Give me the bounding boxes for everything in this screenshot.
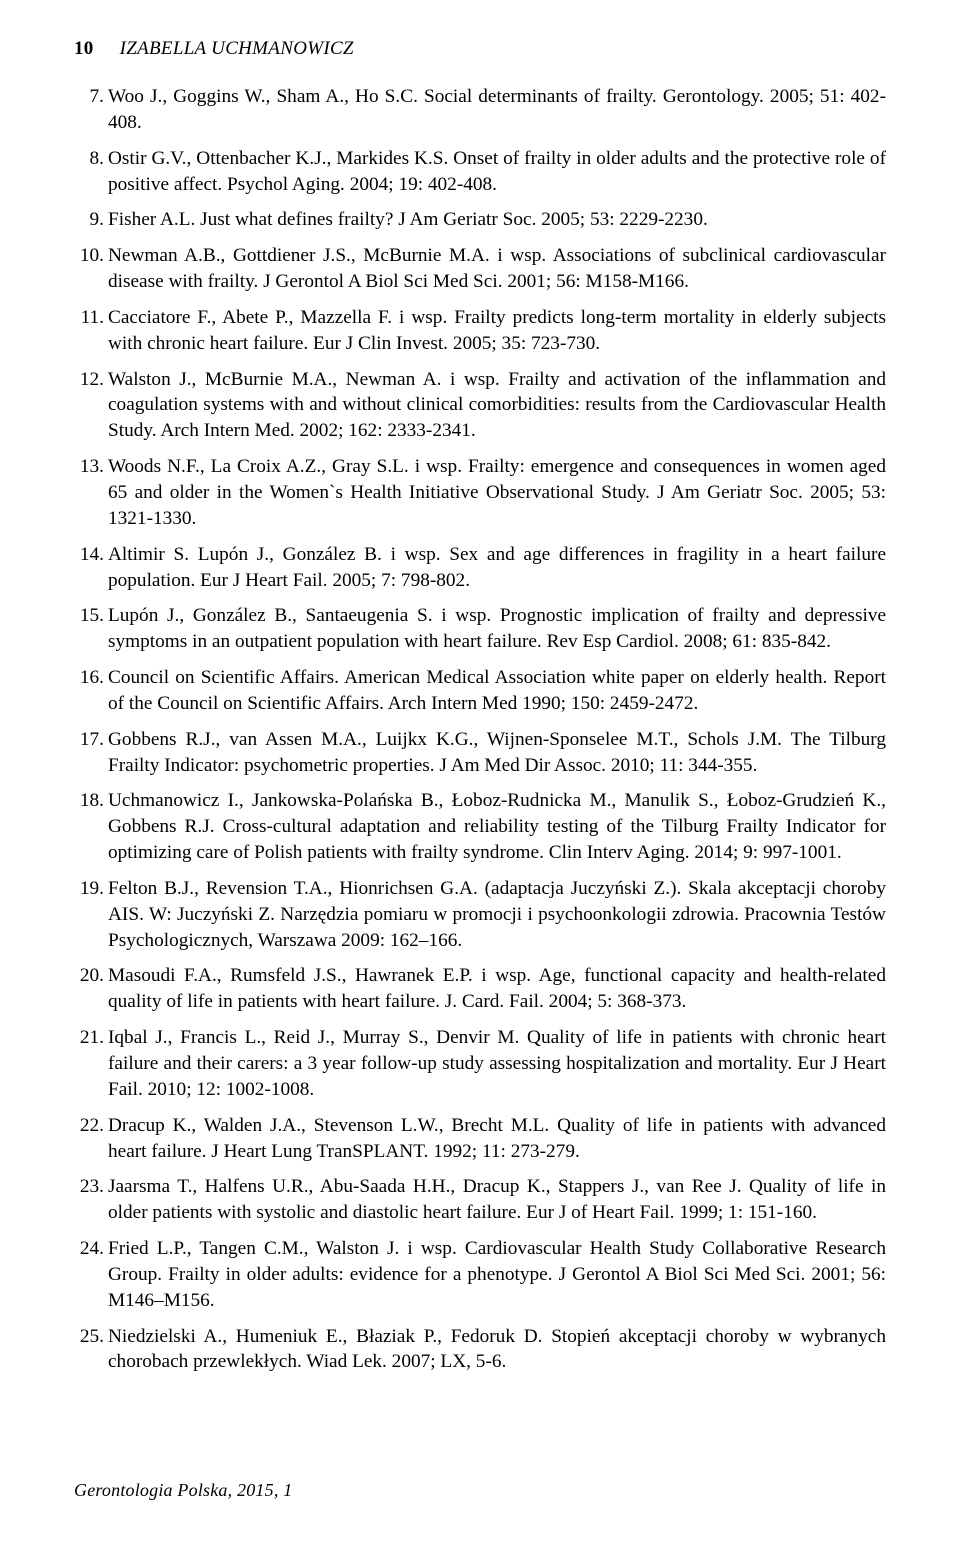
running-head-author: IZABELLA UCHMANOWICZ: [120, 38, 354, 60]
reference-number: 24.: [74, 1236, 104, 1262]
reference-text: Ostir G.V., Ottenbacher K.J., Markides K…: [108, 148, 886, 195]
reference-number: 8.: [74, 146, 104, 172]
reference-text: Masoudi F.A., Rumsfeld J.S., Hawranek E.…: [108, 965, 886, 1012]
reference-item: 10.Newman A.B., Gottdiener J.S., McBurni…: [108, 243, 886, 295]
reference-item: 19.Felton B.J., Revension T.A., Hionrich…: [108, 876, 886, 954]
reference-item: 24.Fried L.P., Tangen C.M., Walston J. i…: [108, 1236, 886, 1314]
reference-text: Jaarsma T., Halfens U.R., Abu-Saada H.H.…: [108, 1176, 886, 1223]
reference-number: 25.: [74, 1324, 104, 1350]
page: 10 IZABELLA UCHMANOWICZ 7.Woo J., Goggin…: [0, 0, 960, 1543]
reference-number: 18.: [74, 788, 104, 814]
reference-text: Felton B.J., Revension T.A., Hionrichsen…: [108, 878, 886, 951]
reference-text: Altimir S. Lupón J., González B. i wsp. …: [108, 544, 886, 591]
reference-number: 12.: [74, 367, 104, 393]
reference-number: 20.: [74, 963, 104, 989]
reference-number: 23.: [74, 1174, 104, 1200]
reference-number: 17.: [74, 727, 104, 753]
reference-text: Newman A.B., Gottdiener J.S., McBurnie M…: [108, 245, 886, 292]
reference-text: Gobbens R.J., van Assen M.A., Luijkx K.G…: [108, 729, 886, 776]
reference-item: 16.Council on Scientific Affairs. Americ…: [108, 665, 886, 717]
reference-text: Niedzielski A., Humeniuk E., Błaziak P.,…: [108, 1326, 886, 1373]
reference-text: Fried L.P., Tangen C.M., Walston J. i ws…: [108, 1238, 886, 1311]
reference-text: Iqbal J., Francis L., Reid J., Murray S.…: [108, 1027, 886, 1100]
reference-number: 10.: [74, 243, 104, 269]
reference-item: 7.Woo J., Goggins W., Sham A., Ho S.C. S…: [108, 84, 886, 136]
reference-item: 14.Altimir S. Lupón J., González B. i ws…: [108, 542, 886, 594]
reference-number: 9.: [74, 207, 104, 233]
reference-number: 19.: [74, 876, 104, 902]
reference-item: 25.Niedzielski A., Humeniuk E., Błaziak …: [108, 1324, 886, 1376]
reference-list: 7.Woo J., Goggins W., Sham A., Ho S.C. S…: [74, 84, 886, 1375]
reference-item: 8.Ostir G.V., Ottenbacher K.J., Markides…: [108, 146, 886, 198]
page-number: 10: [74, 38, 94, 60]
reference-text: Council on Scientific Affairs. American …: [108, 667, 886, 714]
reference-item: 22.Dracup K., Walden J.A., Stevenson L.W…: [108, 1113, 886, 1165]
reference-item: 12.Walston J., McBurnie M.A., Newman A. …: [108, 367, 886, 445]
running-head: 10 IZABELLA UCHMANOWICZ: [74, 38, 886, 60]
reference-text: Fisher A.L. Just what defines frailty? J…: [108, 209, 708, 230]
footer-journal: Gerontologia Polska, 2015, 1: [74, 1480, 292, 1501]
reference-text: Cacciatore F., Abete P., Mazzella F. i w…: [108, 307, 886, 354]
reference-number: 14.: [74, 542, 104, 568]
reference-item: 11.Cacciatore F., Abete P., Mazzella F. …: [108, 305, 886, 357]
reference-number: 21.: [74, 1025, 104, 1051]
reference-number: 22.: [74, 1113, 104, 1139]
reference-text: Woods N.F., La Croix A.Z., Gray S.L. i w…: [108, 456, 886, 529]
reference-item: 18.Uchmanowicz I., Jankowska-Polańska B.…: [108, 788, 886, 866]
reference-item: 13.Woods N.F., La Croix A.Z., Gray S.L. …: [108, 454, 886, 532]
reference-text: Uchmanowicz I., Jankowska-Polańska B., Ł…: [108, 790, 886, 863]
reference-item: 9.Fisher A.L. Just what defines frailty?…: [108, 207, 886, 233]
reference-number: 16.: [74, 665, 104, 691]
reference-number: 13.: [74, 454, 104, 480]
reference-item: 15.Lupón J., González B., Santaeugenia S…: [108, 603, 886, 655]
reference-text: Lupón J., González B., Santaeugenia S. i…: [108, 605, 886, 652]
reference-text: Dracup K., Walden J.A., Stevenson L.W., …: [108, 1115, 886, 1162]
reference-item: 20.Masoudi F.A., Rumsfeld J.S., Hawranek…: [108, 963, 886, 1015]
reference-number: 11.: [74, 305, 104, 331]
reference-item: 23.Jaarsma T., Halfens U.R., Abu-Saada H…: [108, 1174, 886, 1226]
reference-text: Walston J., McBurnie M.A., Newman A. i w…: [108, 369, 886, 442]
reference-text: Woo J., Goggins W., Sham A., Ho S.C. Soc…: [108, 86, 886, 133]
reference-number: 7.: [74, 84, 104, 110]
reference-number: 15.: [74, 603, 104, 629]
reference-item: 21.Iqbal J., Francis L., Reid J., Murray…: [108, 1025, 886, 1103]
reference-item: 17.Gobbens R.J., van Assen M.A., Luijkx …: [108, 727, 886, 779]
